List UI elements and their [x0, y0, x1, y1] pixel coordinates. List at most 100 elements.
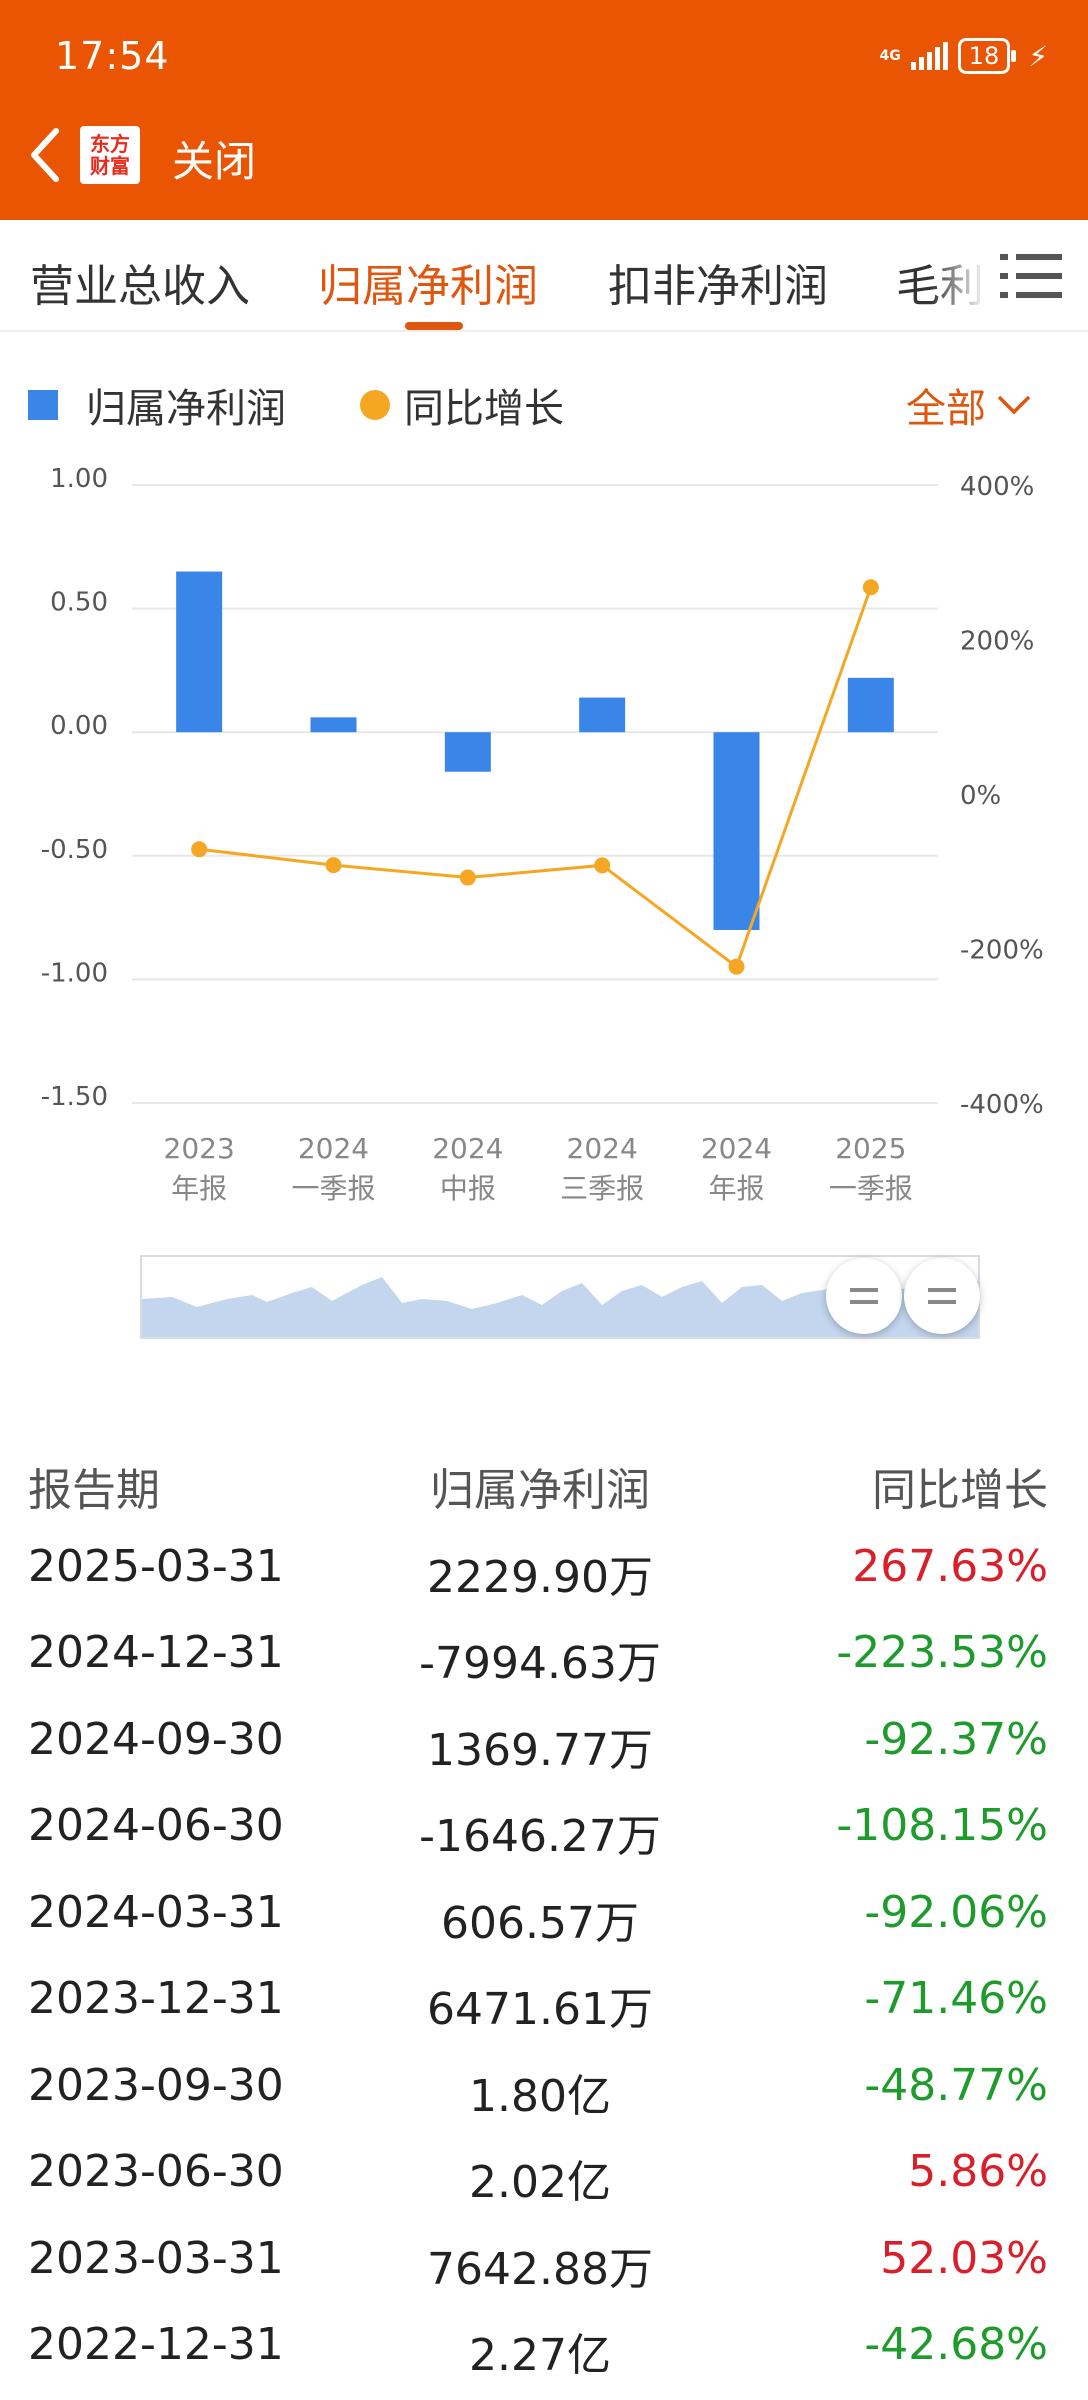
status-icons: 4G 18 ⚡ — [880, 38, 1048, 74]
right-axis-tick: -400% — [960, 1090, 1044, 1120]
category-period-label: 三季报 — [560, 1172, 644, 1205]
category-year-label: 2024 — [567, 1132, 638, 1165]
header-growth: 同比增长 — [872, 1465, 1048, 1516]
legend-line-label[interactable]: 同比增长 — [404, 386, 564, 432]
bar-net-profit[interactable] — [847, 677, 894, 733]
tab-deducted-net-profit[interactable]: 扣非净利润 — [608, 261, 828, 312]
handle-grip-icon — [850, 1288, 878, 1304]
row-period: 2024-03-31 — [28, 1886, 284, 1938]
right-axis-tick: 400% — [960, 472, 1034, 502]
table-row[interactable]: 2024-03-31 606.57万 -92.06% — [0, 1873, 1088, 1960]
chart-legend: 归属净利润 同比增长 全部 — [0, 372, 1088, 432]
table-row[interactable]: 2022-12-31 2.27亿 -42.68% — [0, 2305, 1088, 2392]
category-period-label: 年报 — [708, 1172, 764, 1205]
right-axis-tick: -200% — [960, 936, 1044, 966]
category-period-label: 年报 — [171, 1172, 227, 1205]
table-body: 2025-03-31 2229.90万 267.63% 2024-12-31 -7994… — [0, 1527, 1088, 2392]
range-dropdown-label: 全部 — [906, 386, 986, 432]
legend-bar-swatch — [28, 390, 58, 420]
left-axis-tick: -1.50 — [41, 1082, 108, 1112]
table-row[interactable]: 2024-12-31 -7994.63万 -223.53% — [0, 1613, 1088, 1700]
status-time: 17:54 — [55, 34, 170, 78]
bar-net-profit[interactable] — [176, 571, 223, 733]
row-period: 2022-12-31 — [28, 2319, 284, 2370]
left-axis-tick: -0.50 — [41, 835, 108, 865]
category-year-label: 2025 — [835, 1132, 906, 1165]
legend-line-swatch — [360, 390, 390, 420]
category-period-label: 一季报 — [291, 1172, 375, 1205]
growth-point[interactable] — [459, 869, 476, 886]
row-growth: -223.53% — [836, 1627, 1048, 1678]
growth-point[interactable] — [325, 857, 342, 874]
chevron-down-icon — [997, 395, 1031, 415]
bar-net-profit[interactable] — [579, 697, 626, 733]
row-period: 2023-06-30 — [28, 2146, 284, 2197]
chart-bars — [176, 571, 894, 930]
table-row[interactable]: 2023-12-31 6471.61万 -71.46% — [0, 1959, 1088, 2046]
growth-point[interactable] — [191, 841, 208, 858]
bar-net-profit[interactable] — [444, 732, 491, 772]
range-dropdown[interactable]: 全部 — [906, 376, 1032, 434]
range-handle-end[interactable] — [904, 1258, 980, 1334]
row-period: 2024-09-30 — [28, 1713, 284, 1765]
row-growth: 267.63% — [852, 1540, 1048, 1592]
row-growth: 52.03% — [880, 2232, 1048, 2284]
left-axis-tick: 0.00 — [50, 711, 108, 741]
menu-list-icon[interactable] — [1000, 250, 1062, 302]
table-row[interactable]: 2023-09-30 1.80亿 -48.77% — [0, 2046, 1088, 2133]
row-period: 2023-09-30 — [28, 2059, 284, 2111]
table-row[interactable]: 2023-03-31 7642.88万 52.03% — [0, 2219, 1088, 2306]
chart-axis-labels: 1.00 0.50 0.00 -0.50 -1.00 -1.50 400% 200% 0% -20… — [41, 464, 1044, 1205]
back-button[interactable] — [20, 120, 70, 190]
row-net-profit: 2.02亿 — [469, 2157, 611, 2208]
handle-grip-icon — [928, 1288, 956, 1304]
category-period-label: 一季报 — [829, 1172, 913, 1205]
table-header: 报告期 归属净利润 同比增长 — [0, 1440, 1088, 1527]
category-year-label: 2024 — [298, 1132, 369, 1165]
battery-icon: 18 — [957, 38, 1016, 74]
charging-icon: ⚡ — [1028, 39, 1048, 73]
row-net-profit: 606.57万 — [441, 1897, 639, 1949]
range-preview-sparkline — [142, 1277, 978, 1337]
row-growth: -42.68% — [864, 2319, 1048, 2370]
left-axis-tick: -1.00 — [41, 958, 108, 988]
bar-net-profit[interactable] — [713, 732, 760, 930]
category-year-label: 2023 — [164, 1132, 235, 1165]
row-period: 2024-12-31 — [28, 1627, 284, 1678]
profit-chart[interactable]: 1.00 0.50 0.00 -0.50 -1.00 -1.50 400% 200% 0% -20… — [0, 450, 1088, 1210]
logo-line2: 财富 — [90, 154, 130, 178]
legend-bar-label[interactable]: 归属净利润 — [86, 386, 286, 432]
app-logo: 东方 财富 — [80, 126, 140, 184]
table-row[interactable]: 2025-03-31 2229.90万 267.63% — [0, 1527, 1088, 1614]
table-row[interactable]: 2023-06-30 2.02亿 5.86% — [0, 2132, 1088, 2219]
battery-level: 18 — [968, 42, 1000, 70]
row-net-profit: 1369.77万 — [427, 1724, 653, 1776]
row-period: 2024-06-30 — [28, 1800, 284, 1851]
category-period-label: 中报 — [440, 1172, 496, 1205]
header-period: 报告期 — [28, 1465, 160, 1516]
row-growth: -71.46% — [864, 1973, 1048, 2024]
chevron-left-icon — [31, 128, 59, 182]
close-button[interactable]: 关闭 — [172, 137, 257, 186]
table-row[interactable]: 2024-06-30 -1646.27万 -108.15% — [0, 1786, 1088, 1873]
growth-point[interactable] — [594, 857, 611, 874]
chart-grid — [132, 484, 938, 1104]
growth-point[interactable] — [728, 958, 745, 975]
tab-net-profit[interactable]: 归属净利润 — [318, 261, 538, 312]
range-handle-start[interactable] — [826, 1258, 902, 1334]
row-period: 2023-12-31 — [28, 1973, 284, 2024]
tab-revenue[interactable]: 营业总收入 — [30, 261, 250, 312]
category-year-label: 2024 — [432, 1132, 503, 1165]
row-net-profit: 7642.88万 — [427, 2243, 653, 2295]
row-growth: -92.06% — [864, 1886, 1048, 1938]
header-net-profit: 归属净利润 — [430, 1465, 650, 1516]
category-year-label: 2024 — [701, 1132, 772, 1165]
metric-tabs: 营业总收入 归属净利润 扣非净利润 毛利 — [0, 220, 1088, 332]
row-growth: -108.15% — [836, 1800, 1048, 1851]
row-net-profit: -1646.27万 — [419, 1811, 661, 1862]
table-row[interactable]: 2024-09-30 1369.77万 -92.37% — [0, 1700, 1088, 1787]
growth-point[interactable] — [862, 579, 879, 596]
row-period: 2023-03-31 — [28, 2232, 284, 2284]
logo-line1: 东方 — [90, 132, 130, 156]
bar-net-profit[interactable] — [310, 717, 357, 733]
